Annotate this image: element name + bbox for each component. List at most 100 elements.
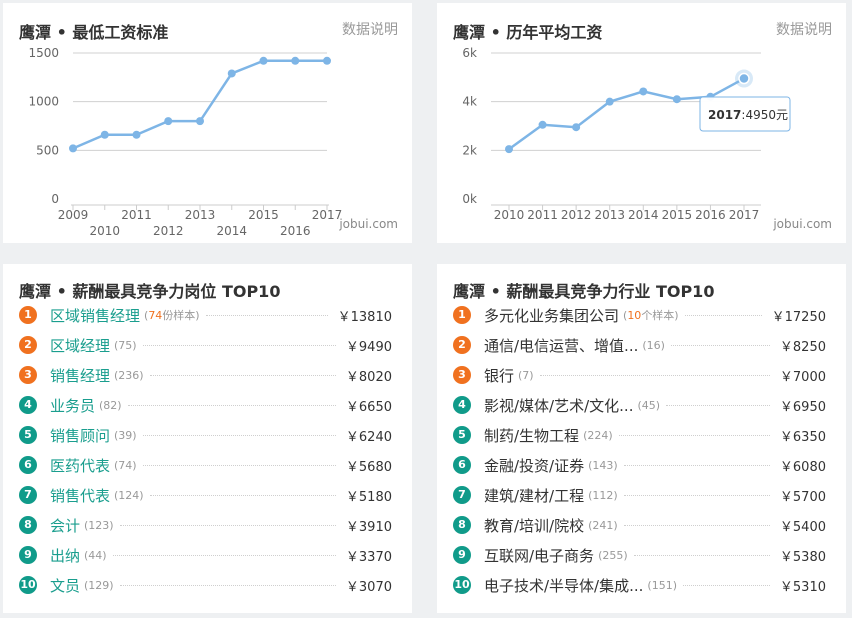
rank-badge: 4 [453, 396, 471, 414]
sample-count: (45) [637, 398, 661, 412]
salary-value: ￥9490 [345, 339, 392, 355]
data-point [196, 117, 204, 126]
sample-count: (224) [583, 428, 613, 442]
industry-row: 9 互联网/电子商务 (255) ￥5380 [453, 540, 826, 570]
job-name[interactable]: 销售经理 [50, 366, 111, 385]
data-point [538, 120, 547, 129]
x-tick-label: 2013 [185, 208, 216, 222]
job-name[interactable]: 业务员 [50, 396, 96, 415]
industry-row: 3 银行 (7) ￥7000 [453, 360, 826, 390]
job-name[interactable]: 区域销售经理 [50, 306, 141, 325]
industry-name: 金融/投资/证券 [484, 456, 585, 475]
rank-badge: 5 [453, 426, 471, 444]
salary-value: ￥5380 [779, 549, 826, 565]
dotted-leader [149, 374, 336, 376]
data-point [132, 130, 141, 139]
min-wage-card: 鹰潭 • 最低工资标准 数据说明 0 500 1000 1500 2009 2010 201… [3, 3, 412, 243]
salary-value: ￥5180 [345, 489, 392, 505]
dotted-leader [119, 524, 336, 526]
top-industries-card: 鹰潭 • 薪酬最具竞争力行业 TOP10 1 多元化业务集团公司 (10个样本) ￥1… [437, 264, 846, 613]
job-name[interactable]: 销售顾问 [50, 426, 111, 445]
sample-count: (82) [99, 398, 122, 412]
data-point [672, 95, 681, 104]
dotted-leader [623, 494, 770, 496]
sample-count: (255) [598, 548, 628, 562]
x-tick-label: 2010 [494, 208, 525, 222]
sample-count: (143) [588, 458, 618, 472]
top-industries-list: 1 多元化业务集团公司 (10个样本) ￥17250 2 通信/电信运营、增值... (16… [453, 300, 826, 600]
x-tick-label: 2017 [729, 208, 760, 222]
min-wage-watermark: jobui.com [339, 217, 398, 231]
industry-name: 多元化业务集团公司 [484, 306, 620, 325]
industry-row: 6 金融/投资/证券 (143) ￥6080 [453, 450, 826, 480]
dotted-leader [633, 554, 770, 556]
job-row: 5 销售顾问 (39) ￥6240 [19, 420, 392, 450]
salary-value: ￥3370 [345, 549, 392, 565]
x-tick-label: 2010 [89, 224, 120, 238]
salary-value: ￥5400 [779, 519, 826, 535]
top-jobs-list: 1 区域销售经理 (74份样本) ￥13810 2 区域经理 (75) ￥9490 3 销售经理(… [19, 300, 392, 600]
y-tick-label: 4k [462, 95, 477, 109]
top-industries-title: 鹰潭 • 薪酬最具竞争力行业 TOP10 [453, 282, 715, 301]
sample-count: (74) [114, 458, 137, 472]
rank-badge: 3 [19, 366, 37, 384]
data-point [164, 117, 173, 126]
top-jobs-title: 鹰潭 • 薪酬最具竞争力岗位 TOP10 [19, 282, 281, 301]
x-tick-label: 2014 [216, 224, 247, 238]
min-wage-series-line [72, 59, 327, 150]
data-point [572, 123, 581, 132]
sample-count: (124) [114, 488, 144, 502]
y-tick-label: 0k [462, 192, 477, 206]
salary-value: ￥5680 [345, 459, 392, 475]
y-tick-label: 500 [36, 143, 59, 157]
sample-count: (151) [647, 578, 678, 592]
salary-value: ￥17250 [771, 309, 826, 325]
avg-salary-watermark: jobui.com [773, 217, 832, 231]
sample-count: (236) [114, 368, 144, 382]
min-wage-data-note-link[interactable]: 数据说明 [342, 22, 398, 38]
dotted-leader [149, 494, 336, 496]
x-tick-label: 2011 [527, 208, 558, 222]
x-tick-label: 2011 [121, 208, 152, 222]
dotted-leader [142, 434, 336, 436]
job-name[interactable]: 出纳 [50, 546, 81, 565]
job-name[interactable]: 医药代表 [50, 456, 111, 475]
avg-salary-title: 鹰潭 • 历年平均工资 [453, 23, 603, 42]
rank-badge: 3 [453, 366, 471, 384]
avg-salary-data-note-link[interactable]: 数据说明 [776, 22, 832, 38]
job-name[interactable]: 区域经理 [50, 336, 111, 355]
salary-value: ￥6350 [779, 429, 826, 445]
dotted-leader [127, 404, 336, 406]
rank-badge: 8 [19, 516, 37, 534]
salary-value: ￥3910 [345, 519, 392, 535]
data-point [69, 144, 77, 153]
rank-badge: 4 [19, 396, 37, 414]
industry-name: 教育/培训/院校 [484, 516, 585, 535]
x-tick-label: 2016 [280, 224, 311, 238]
x-tick-label: 2012 [561, 208, 592, 222]
job-name[interactable]: 文员 [50, 576, 81, 595]
rank-badge: 2 [19, 336, 37, 354]
rank-badge: 1 [453, 306, 471, 324]
sample-count: (39) [114, 428, 137, 442]
dotted-leader [684, 314, 762, 316]
y-tick-label: 2k [462, 143, 477, 157]
industry-row: 4 影视/媒体/艺术/文化... (45) ￥6950 [453, 390, 826, 420]
y-tick-label: 6k [462, 46, 477, 60]
industry-name: 通信/电信运营、增值... [484, 336, 639, 355]
dotted-leader [112, 554, 336, 556]
industry-row: 5 制药/生物工程 (224) ￥6350 [453, 420, 826, 450]
x-tick-label: 2009 [58, 208, 89, 222]
tooltip-year: 2017 [708, 108, 741, 122]
job-name[interactable]: 销售代表 [50, 486, 111, 505]
job-name[interactable]: 会计 [50, 516, 81, 535]
sample-count: (7) [518, 368, 534, 382]
data-point [291, 56, 300, 65]
industry-row: 1 多元化业务集团公司 (10个样本) ￥17250 [453, 300, 826, 330]
top-jobs-card: 鹰潭 • 薪酬最具竞争力岗位 TOP10 1 区域销售经理 (74份样本) ￥1381… [3, 264, 412, 613]
x-tick-label: 2016 [695, 208, 726, 222]
salary-value: ￥6950 [779, 399, 826, 415]
job-row: 6 医药代表 (74) ￥5680 [19, 450, 392, 480]
data-point-highlighted [738, 72, 750, 85]
salary-value: ￥3070 [345, 579, 392, 595]
